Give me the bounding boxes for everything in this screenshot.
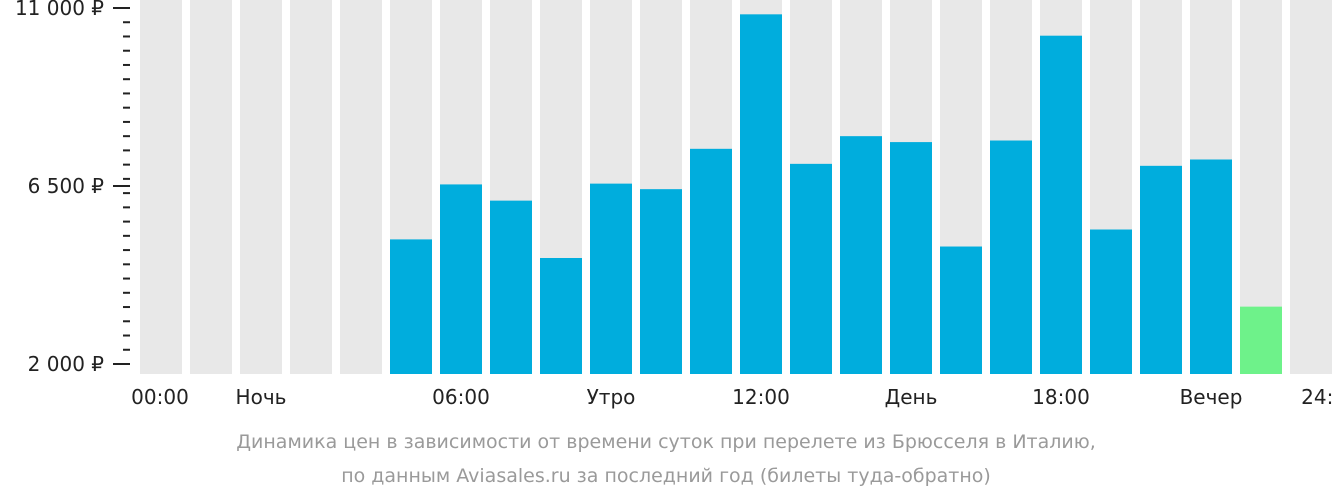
bar-1800[interactable] [1040, 35, 1082, 374]
y-tick-label: 11 000 ₽ [15, 0, 104, 20]
x-tick-label: День [885, 385, 938, 409]
bar-1100[interactable] [690, 148, 732, 374]
highlight-bar-2200[interactable] [1240, 306, 1282, 374]
x-axis: 00:00 Ночь 06:00 Утро 12:00 День 18:00 Вечер 24:… [131, 385, 1332, 409]
chart-caption-line-1: Динамика цен в зависимости от времени су… [236, 431, 1096, 453]
background-slot-0400 [340, 0, 382, 374]
x-tick-label: 00:00 [131, 385, 189, 409]
bar-1300[interactable] [790, 163, 832, 374]
bar-2000[interactable] [1140, 165, 1182, 374]
bar-1500[interactable] [890, 142, 932, 374]
chart-caption-line-2: по данным Aviasales.ru за последний год … [341, 465, 991, 487]
y-tick-label: 6 500 ₽ [28, 174, 105, 198]
bar-1200[interactable] [740, 14, 782, 375]
x-tick-label: 24:00 [1301, 385, 1332, 409]
bar-1000[interactable] [640, 189, 682, 374]
background-slot-0000 [140, 0, 182, 374]
bar-1900[interactable] [1090, 229, 1132, 374]
bar-1600[interactable] [940, 246, 982, 374]
bar-0500[interactable] [390, 239, 432, 374]
y-axis: 2 000 ₽ 6 500 ₽ 11 000 ₽ [15, 0, 130, 376]
x-tick-label: 18:00 [1032, 385, 1090, 409]
x-tick-label: Утро [587, 385, 636, 409]
x-tick-label: 06:00 [432, 385, 490, 409]
x-tick-label: Вечер [1180, 385, 1243, 409]
bar-series [390, 14, 1282, 375]
background-slot-0100 [190, 0, 232, 374]
bar-0800[interactable] [540, 257, 582, 374]
bar-0700[interactable] [490, 200, 532, 374]
background-slot-2300 [1290, 0, 1332, 374]
background-slot-0200 [240, 0, 282, 374]
y-tick-label: 2 000 ₽ [28, 352, 105, 376]
x-tick-label: 12:00 [732, 385, 790, 409]
bar-2100[interactable] [1190, 159, 1232, 374]
bar-0600[interactable] [440, 184, 482, 374]
bar-0900[interactable] [590, 183, 632, 374]
bar-1700[interactable] [990, 140, 1032, 374]
x-tick-label: Ночь [236, 385, 287, 409]
background-slot-0300 [290, 0, 332, 374]
bar-1400[interactable] [840, 136, 882, 374]
